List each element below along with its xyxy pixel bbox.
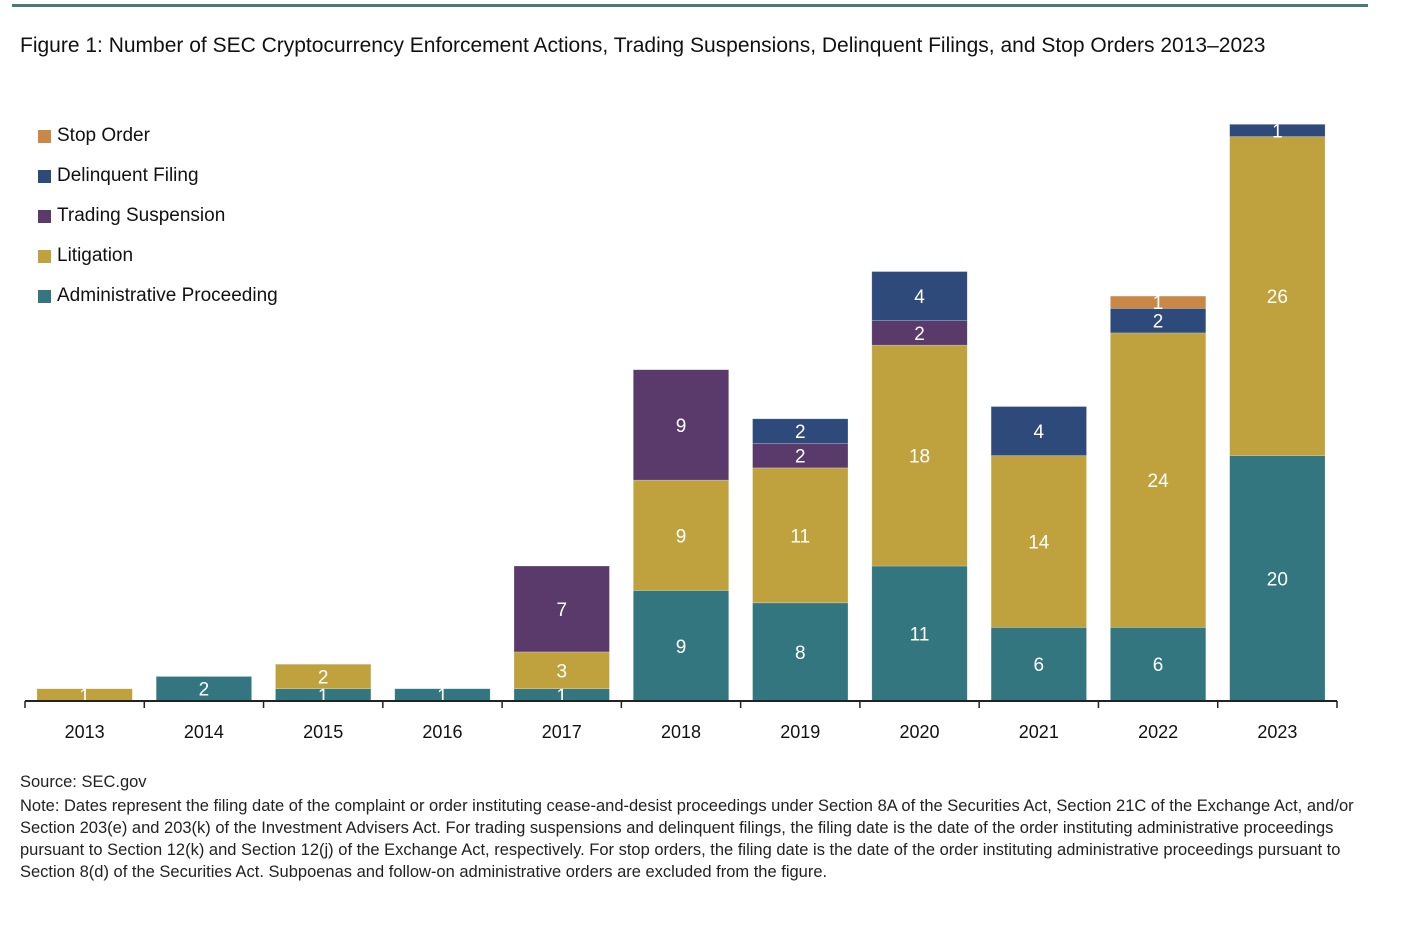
data-label-administrative-proceeding-2022: 6 — [1153, 655, 1164, 676]
bar-segment-litigation-2019 — [752, 467, 849, 604]
data-label-administrative-proceeding-2021: 6 — [1034, 655, 1045, 676]
bar-segment-trading-suspension-2017 — [513, 565, 610, 653]
legend-item-delinquent-filing: Delinquent Filing — [38, 156, 278, 196]
data-label-stop-order-2022: 1 — [1153, 293, 1164, 314]
bar-segment-administrative-proceeding-2021 — [990, 627, 1087, 702]
x-tick-label-2020: 2020 — [900, 722, 940, 742]
bar-segment-administrative-proceeding-2014 — [155, 676, 252, 702]
x-tick-label-2013: 2013 — [65, 722, 105, 742]
bar-segment-litigation-2015 — [275, 663, 372, 690]
data-label-trading-suspension-2017: 7 — [556, 600, 567, 621]
legend-item-stop-order: Stop Order — [38, 116, 278, 156]
legend-label-delinquent-filing: Delinquent Filing — [57, 165, 199, 186]
note-text: Note: Dates represent the filing date of… — [20, 797, 1354, 881]
data-label-administrative-proceeding-2018: 9 — [676, 637, 687, 658]
data-label-delinquent-filing-2021: 4 — [1034, 422, 1045, 443]
data-label-administrative-proceeding-2023: 20 — [1267, 569, 1288, 590]
bar-segment-delinquent-filing-2020 — [871, 271, 968, 321]
bar-segment-delinquent-filing-2022 — [1110, 308, 1207, 334]
data-label-delinquent-filing-2022: 2 — [1153, 312, 1164, 333]
x-tick-label-2019: 2019 — [780, 722, 820, 742]
legend-swatch-administrative-proceeding — [38, 289, 51, 303]
data-label-litigation-2021: 14 — [1028, 532, 1050, 553]
bar-segment-administrative-proceeding-2018 — [632, 590, 730, 702]
x-tick-label-2018: 2018 — [661, 722, 701, 742]
x-tick-label-2016: 2016 — [422, 722, 462, 742]
legend-swatch-delinquent-filing — [38, 169, 51, 183]
data-label-administrative-proceeding-2014: 2 — [199, 680, 210, 701]
bar-segment-delinquent-filing-2023 — [1229, 124, 1326, 137]
bar-segment-administrative-proceeding-2023 — [1229, 455, 1326, 702]
legend-label-litigation: Litigation — [57, 245, 134, 266]
data-label-litigation-2013: 1 — [79, 686, 90, 707]
bar-segment-litigation-2023 — [1229, 136, 1326, 456]
data-label-litigation-2022: 24 — [1148, 471, 1170, 492]
x-tick-label-2017: 2017 — [542, 722, 582, 742]
bar-segment-administrative-proceeding-2019 — [752, 602, 849, 702]
bar-segment-trading-suspension-2018 — [632, 369, 730, 481]
data-label-litigation-2020: 18 — [909, 447, 930, 468]
legend-item-trading-suspension: Trading Suspension — [38, 196, 278, 236]
data-label-litigation-2023: 26 — [1267, 287, 1288, 308]
data-label-trading-suspension-2020: 2 — [914, 324, 925, 345]
data-label-trading-suspension-2019: 2 — [795, 447, 806, 468]
bar-segment-stop-order-2022 — [1110, 295, 1207, 309]
footer: Source: SEC.gov Note: Dates represent th… — [20, 771, 1380, 883]
x-tick-label-2014: 2014 — [184, 722, 224, 742]
data-label-administrative-proceeding-2015: 1 — [318, 686, 329, 707]
bar-segment-litigation-2017 — [513, 651, 610, 690]
data-label-administrative-proceeding-2020: 11 — [910, 625, 930, 646]
source-text: Source: SEC.gov — [20, 773, 147, 791]
top-rule — [12, 4, 1368, 7]
bar-segment-litigation-2018 — [632, 479, 730, 591]
data-label-administrative-proceeding-2016: 1 — [437, 686, 448, 707]
bar-segment-trading-suspension-2020 — [871, 320, 968, 346]
legend-label-trading-suspension: Trading Suspension — [57, 205, 226, 226]
bar-segment-delinquent-filing-2021 — [990, 406, 1087, 456]
legend: Stop Order Delinquent Filing Trading Sus… — [38, 116, 278, 316]
data-label-trading-suspension-2018: 9 — [676, 416, 687, 437]
legend-label-administrative-proceeding: Administrative Proceeding — [57, 285, 278, 306]
legend-swatch-litigation — [38, 249, 51, 263]
data-label-litigation-2015: 2 — [318, 667, 329, 688]
bar-segment-litigation-2022 — [1110, 332, 1207, 628]
data-label-administrative-proceeding-2019: 8 — [795, 643, 806, 664]
bar-segment-delinquent-filing-2019 — [752, 418, 849, 444]
data-label-litigation-2018: 9 — [676, 526, 687, 547]
stacked-bar-chart: 1201322014122015120161372017999201881122… — [24, 121, 1338, 742]
bar-segment-administrative-proceeding-2020 — [871, 565, 968, 702]
data-label-litigation-2019: 11 — [790, 526, 810, 547]
data-label-delinquent-filing-2023: 1 — [1272, 121, 1283, 142]
legend-item-administrative-proceeding: Administrative Proceeding — [38, 276, 278, 316]
bar-segment-trading-suspension-2019 — [752, 443, 849, 469]
x-tick-label-2023: 2023 — [1257, 722, 1297, 742]
x-tick-label-2015: 2015 — [303, 722, 343, 742]
data-label-administrative-proceeding-2017: 1 — [556, 686, 567, 707]
x-tick-label-2022: 2022 — [1138, 722, 1178, 742]
bar-segment-litigation-2020 — [871, 344, 968, 567]
figure-title: Figure 1: Number of SEC Cryptocurrency E… — [20, 34, 1266, 57]
bar-segment-administrative-proceeding-2022 — [1110, 627, 1207, 702]
legend-swatch-stop-order — [38, 129, 51, 143]
legend-label-stop-order: Stop Order — [57, 125, 150, 146]
bar-segment-litigation-2021 — [990, 455, 1087, 628]
data-label-litigation-2017: 3 — [556, 661, 567, 682]
legend-swatch-trading-suspension — [38, 209, 51, 223]
data-label-delinquent-filing-2019: 2 — [795, 422, 806, 443]
data-label-delinquent-filing-2020: 4 — [914, 287, 925, 308]
legend-item-litigation: Litigation — [38, 236, 278, 276]
x-tick-label-2021: 2021 — [1019, 722, 1059, 742]
